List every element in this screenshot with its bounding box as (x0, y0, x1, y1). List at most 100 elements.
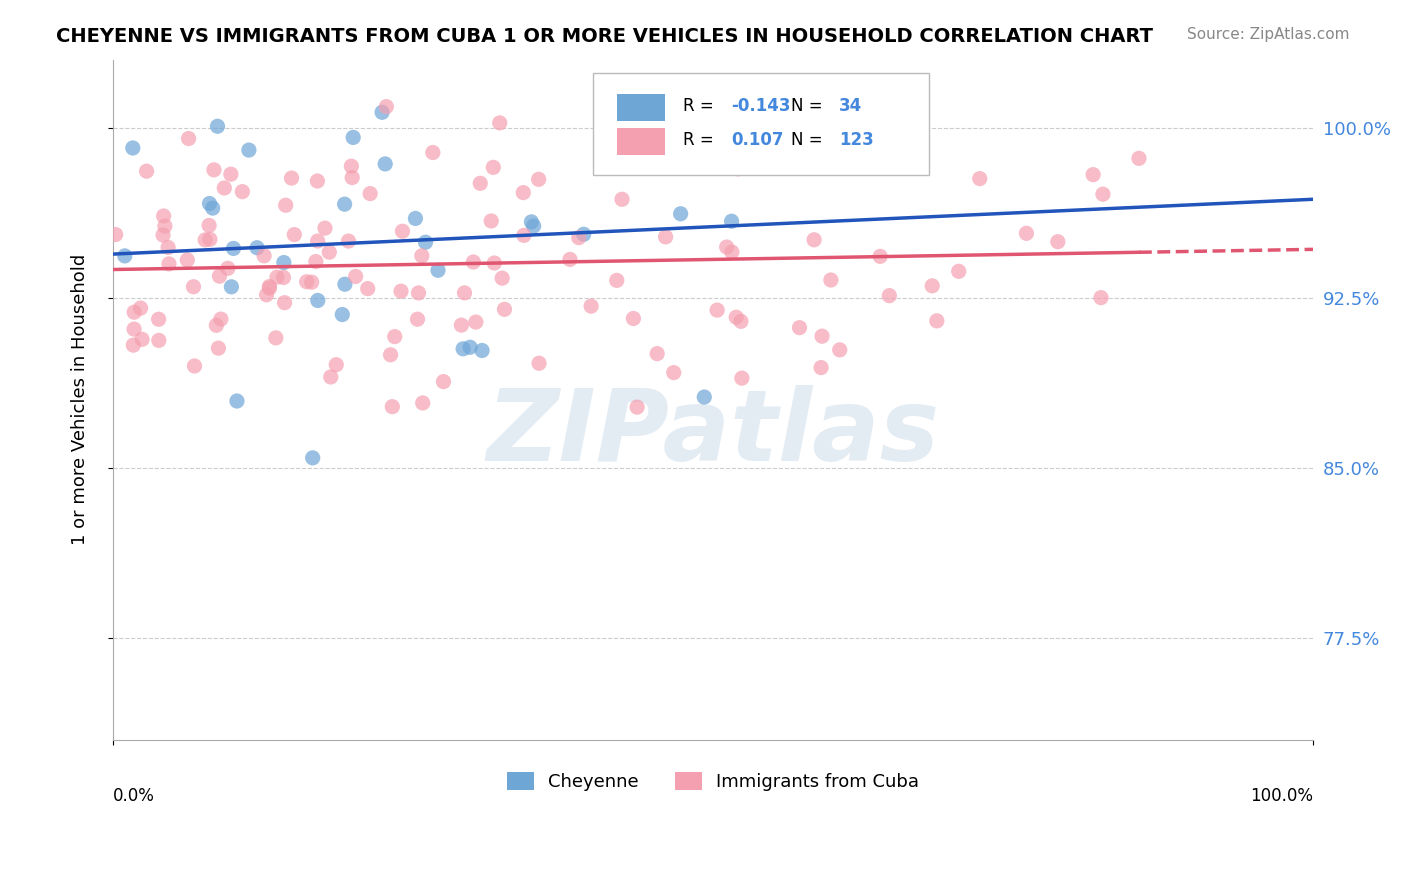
Point (333, 197, 356, 211)
Text: 0.0%: 0.0% (112, 787, 155, 805)
Point (157, 240, 180, 254)
Point (295, 275, 318, 289)
Point (183, 279, 205, 293)
Point (226, 394, 249, 409)
Legend: Cheyenne, Immigrants from Cuba: Cheyenne, Immigrants from Cuba (499, 764, 927, 798)
Point (122, 322, 145, 336)
Text: N =: N = (792, 97, 828, 115)
Point (1046, 235, 1069, 249)
Point (776, 126, 799, 140)
Point (183, 359, 205, 373)
Text: Source: ZipAtlas.com: Source: ZipAtlas.com (1187, 27, 1350, 42)
Text: 0.107: 0.107 (731, 131, 783, 149)
Point (415, 235, 437, 250)
Point (340, 170, 363, 185)
Point (344, 269, 367, 284)
Point (789, 320, 811, 334)
Point (838, 118, 860, 132)
Point (803, 233, 825, 247)
Point (491, 271, 513, 285)
Point (731, 371, 754, 385)
Point (725, 310, 748, 325)
Text: 34: 34 (839, 97, 862, 115)
Point (1091, 187, 1114, 202)
Point (651, 98, 673, 112)
Point (1081, 168, 1104, 182)
Point (471, 343, 494, 358)
Point (274, 198, 297, 212)
Point (432, 375, 454, 389)
Point (104, 227, 127, 242)
Point (325, 358, 347, 372)
Point (921, 278, 943, 293)
Point (283, 227, 305, 242)
Point (259, 279, 281, 293)
Point (246, 241, 269, 255)
Point (520, 215, 543, 229)
Point (391, 224, 413, 238)
Point (148, 334, 170, 348)
Point (307, 174, 329, 188)
Point (412, 396, 434, 410)
Point (330, 308, 353, 322)
Point (340, 159, 363, 173)
Point (488, 116, 510, 130)
Text: R =: R = (683, 131, 718, 149)
Point (357, 282, 380, 296)
Point (720, 214, 742, 228)
Point (513, 228, 536, 243)
Text: ZIPatlas: ZIPatlas (486, 385, 939, 482)
Point (450, 318, 472, 332)
Point (730, 314, 752, 328)
Y-axis label: 1 or more Vehicles in Household: 1 or more Vehicles in Household (72, 254, 89, 545)
Text: -0.143: -0.143 (731, 97, 790, 115)
Point (253, 249, 276, 263)
Point (721, 105, 744, 120)
Point (207, 120, 229, 134)
Point (610, 192, 633, 206)
Point (380, 348, 402, 362)
Point (721, 245, 744, 260)
Point (527, 356, 550, 370)
Point (131, 332, 153, 346)
Point (157, 257, 180, 271)
Point (453, 285, 475, 300)
Point (307, 293, 329, 308)
Bar (617, 94, 665, 120)
Text: 123: 123 (839, 131, 875, 149)
Point (572, 227, 595, 242)
Point (820, 273, 842, 287)
Point (925, 314, 948, 328)
Point (121, 141, 143, 155)
Point (675, 152, 697, 166)
Point (318, 245, 340, 260)
Point (301, 275, 323, 289)
Point (374, 157, 396, 171)
Point (463, 255, 485, 269)
Point (256, 288, 278, 302)
Point (273, 295, 295, 310)
Point (381, 400, 404, 414)
Point (662, 366, 685, 380)
Point (333, 277, 356, 292)
Point (669, 207, 692, 221)
Point (307, 234, 329, 248)
Point (177, 131, 200, 145)
Point (606, 273, 628, 287)
Point (1128, 152, 1150, 166)
Point (470, 177, 492, 191)
Point (129, 301, 152, 315)
Point (828, 343, 851, 357)
Point (654, 230, 676, 244)
Point (879, 288, 901, 302)
Point (148, 312, 170, 326)
Point (458, 340, 481, 354)
Point (231, 185, 253, 199)
Bar (617, 128, 665, 155)
Point (153, 219, 176, 233)
Point (675, 152, 697, 166)
Point (259, 281, 281, 295)
Point (359, 186, 381, 201)
Point (219, 167, 242, 181)
Point (205, 318, 228, 333)
